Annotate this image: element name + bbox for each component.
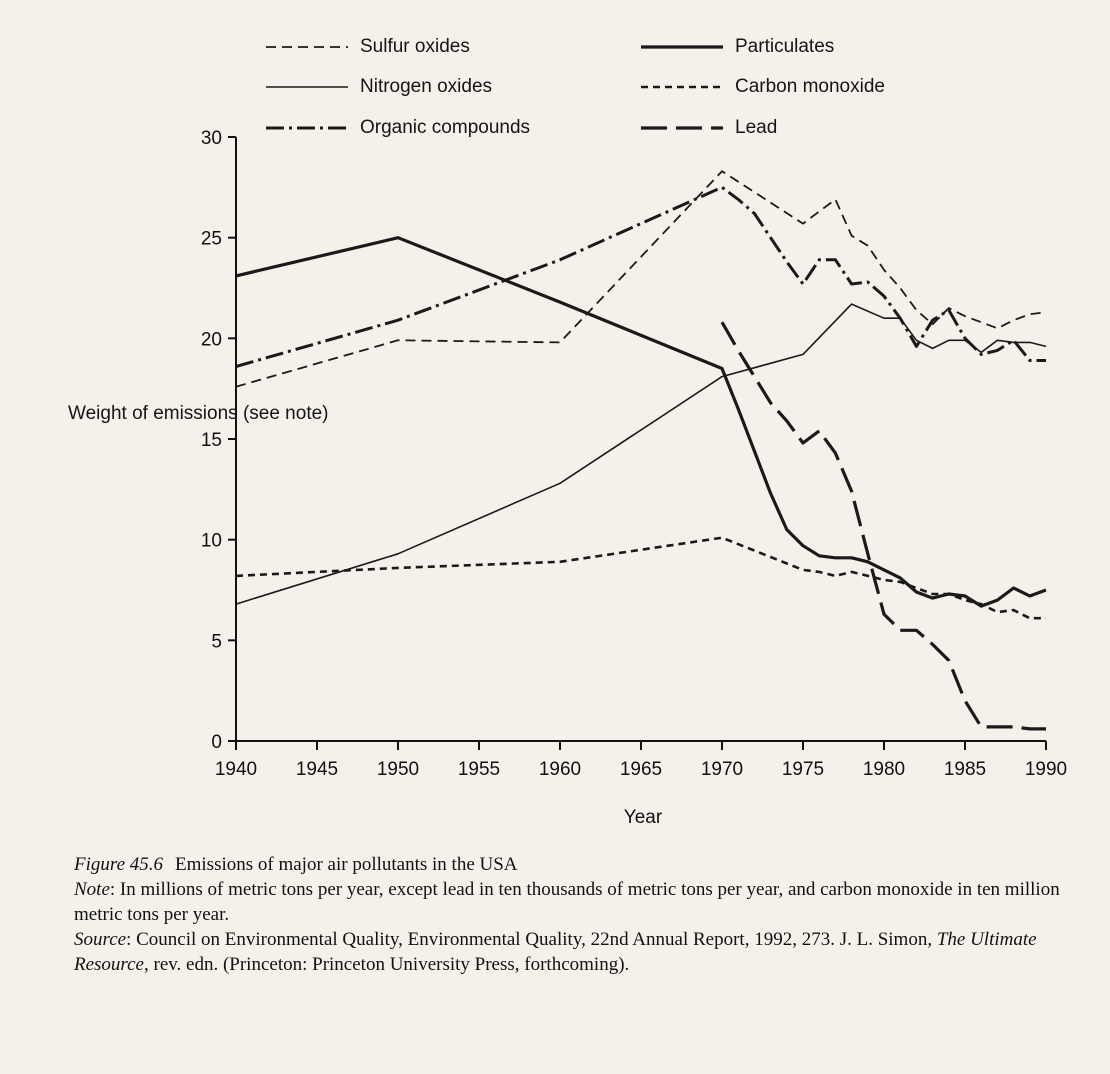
series-line-sulfur-oxides bbox=[235, 170, 1047, 388]
x-axis-title: Year bbox=[624, 807, 663, 828]
legend-label-carbon-monoxide: Carbon monoxide bbox=[735, 76, 885, 97]
y-tick-label: 20 bbox=[201, 329, 222, 350]
series-line-organic-compounds bbox=[235, 185, 1046, 368]
legend-item-lead: Lead bbox=[641, 116, 777, 140]
x-tick-label: 1945 bbox=[296, 759, 338, 780]
legend-item-organic-compounds: Organic compounds bbox=[266, 116, 530, 140]
y-tick-label: 10 bbox=[201, 531, 222, 552]
legend-item-sulfur-oxides: Sulfur oxides bbox=[266, 35, 470, 59]
x-tick-label: 1985 bbox=[944, 759, 986, 780]
series-line-particulates bbox=[235, 236, 1047, 608]
legend-item-carbon-monoxide: Carbon monoxide bbox=[641, 75, 885, 99]
y-tick-label: 25 bbox=[201, 229, 222, 250]
axes-layer: 0 5 10 15 20 25 30 1940 1945 1950 1955 1960 1965 1970… bbox=[201, 128, 1067, 828]
legend-label-particulates: Particulates bbox=[735, 36, 835, 57]
legend-label-lead: Lead bbox=[735, 117, 778, 138]
caption-source: Source: Council on Environmental Quality… bbox=[74, 927, 1074, 977]
legend-sample-organic-compounds bbox=[266, 126, 348, 130]
legend-label-nitrogen-oxides: Nitrogen oxides bbox=[360, 76, 493, 97]
legend-label-sulfur-oxides: Sulfur oxides bbox=[360, 36, 470, 57]
x-tick-label: 1960 bbox=[539, 759, 581, 780]
source-label: Source bbox=[74, 929, 127, 950]
note-text: : In millions of metric tons per year, e… bbox=[74, 879, 1060, 925]
source-book-title: The Ultimate Resource bbox=[74, 929, 1037, 975]
x-tick-label: 1955 bbox=[458, 759, 500, 780]
legend-item-nitrogen-oxides: Nitrogen oxides bbox=[266, 75, 492, 99]
figure-title: Emissions of major air pollutants in the… bbox=[175, 854, 518, 875]
series-line-carbon-monoxide bbox=[235, 536, 1046, 620]
y-tick-label: 30 bbox=[201, 128, 222, 149]
y-tick-label: 15 bbox=[201, 430, 222, 451]
y-axis-title: Weight of emissions (see note) bbox=[68, 403, 329, 424]
source-text-end: , rev. edn. (Princeton: Princeton Univer… bbox=[144, 954, 630, 975]
source-text: : Council on Environmental Quality, Envi… bbox=[126, 929, 937, 950]
caption-note: Note: In millions of metric tons per yea… bbox=[74, 877, 1074, 927]
x-tick-label: 1980 bbox=[863, 759, 905, 780]
legend-item-particulates: Particulates bbox=[641, 35, 834, 59]
y-tick-label: 0 bbox=[211, 732, 222, 753]
x-tick-label: 1970 bbox=[701, 759, 743, 780]
legend-sample-nitrogen-oxides bbox=[266, 86, 348, 88]
series-line-lead bbox=[720, 321, 1046, 731]
figure-label: Figure 45.6 bbox=[74, 854, 164, 875]
x-tick-label: 1990 bbox=[1025, 759, 1067, 780]
legend-sample-carbon-monoxide bbox=[641, 85, 723, 89]
x-tick-label: 1950 bbox=[377, 759, 419, 780]
series-line-nitrogen-oxides bbox=[235, 303, 1047, 605]
x-tick-label: 1975 bbox=[782, 759, 824, 780]
legend-sample-particulates bbox=[641, 45, 723, 49]
x-tick-label: 1965 bbox=[620, 759, 662, 780]
y-tick-label: 5 bbox=[211, 631, 222, 652]
legend-label-organic-compounds: Organic compounds bbox=[360, 117, 531, 138]
note-label: Note bbox=[74, 879, 110, 900]
legend-sample-lead bbox=[641, 126, 723, 130]
caption-title-line: Figure 45.6 Emissions of major air pollut… bbox=[74, 852, 1074, 877]
figure-caption: Figure 45.6 Emissions of major air pollut… bbox=[74, 852, 1074, 977]
legend-sample-sulfur-oxides bbox=[266, 46, 348, 48]
series-layer bbox=[235, 170, 1047, 731]
x-tick-label: 1940 bbox=[215, 759, 257, 780]
